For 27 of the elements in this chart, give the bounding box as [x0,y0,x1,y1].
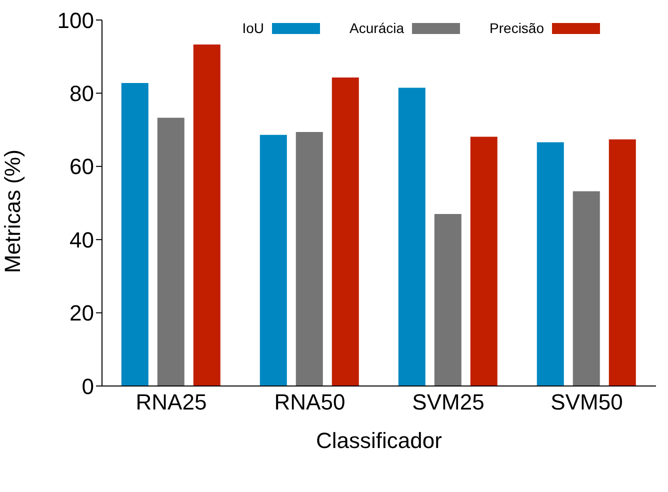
legend-label: Precisão [490,20,544,36]
bar [398,88,426,386]
bar [608,139,636,386]
y-tick-label: 100 [57,8,94,33]
x-tick-label: RNA25 [136,390,207,415]
x-tick-label: SVM25 [412,390,484,415]
bar [157,118,184,386]
x-tick-label: SVM50 [550,390,623,415]
bar [121,82,148,386]
x-axis-title: Classificador [316,428,442,453]
y-tick-label: 20 [70,300,94,326]
bar [536,142,564,386]
bar [572,191,600,386]
legend-label: Acurácia [350,20,404,36]
y-axis-title: Metricas (%) [0,150,25,273]
y-tick-label: 40 [70,227,94,252]
bar [470,136,498,386]
bar [332,77,359,386]
bar [193,44,220,386]
y-tick-label: 60 [70,154,94,180]
x-tick-label: RNA50 [274,390,346,415]
legend-label: IoU [242,20,264,36]
bar [260,134,287,386]
y-tick-label: 0 [82,374,94,399]
y-tick-label: 80 [70,81,94,106]
bar [434,214,462,386]
bar [296,132,323,386]
